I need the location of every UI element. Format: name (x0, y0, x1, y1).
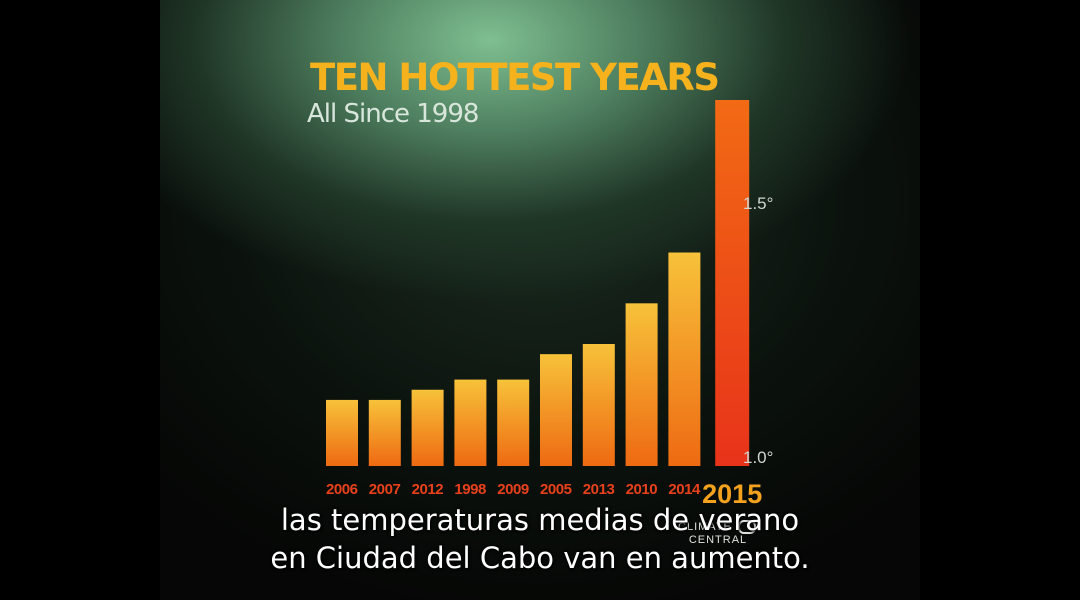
subtitle-line-2: en Ciudad del Cabo van en aumento. (270, 541, 810, 575)
bar-2015 (715, 100, 750, 466)
x-tick-2006: 2006 (326, 481, 358, 498)
bar-chart: 1.0° 1.5° 2006 2007 2012 1998 2009 2005 2013 201… (326, 100, 773, 509)
x-tick-2014: 2014 (668, 481, 701, 498)
y-axis-ticks: 1.0° 1.5° (743, 194, 773, 467)
logo-mark-icon (737, 520, 756, 534)
climate-central-logo: CLIMATE CENTRAL (658, 520, 778, 546)
x-tick-2012: 2012 (412, 481, 444, 498)
subtitle-line-1: las temperaturas medias de verano (280, 503, 800, 537)
logo-right-text: CENTRAL (688, 534, 748, 546)
x-tick-2013: 2013 (583, 481, 615, 498)
bar-2013 (582, 344, 615, 466)
chart-stage: TEN HOTTEST YEARS All Since 1998 1.0° 1.5… (160, 0, 920, 600)
bar-2012 (411, 389, 444, 466)
x-tick-2009: 2009 (497, 481, 529, 498)
x-tick-2010: 2010 (626, 481, 658, 498)
x-tick-1998: 1998 (454, 481, 486, 498)
bar-2007 (368, 399, 401, 466)
bar-2014 (668, 252, 701, 466)
bar-1998 (454, 379, 487, 466)
bar-2010 (625, 303, 658, 466)
bar-2006 (326, 399, 358, 466)
y-tick-label: 1.0° (743, 448, 773, 467)
logo-left-text: CLIMATE (678, 520, 732, 533)
x-tick-2007: 2007 (369, 481, 401, 498)
x-tick-2015: 2015 (702, 479, 762, 509)
video-subtitle: las temperaturas medias de verano en Ciu… (0, 501, 1080, 577)
bar-2009 (497, 379, 530, 466)
bar-2005 (540, 354, 572, 466)
chart-title: TEN HOTTEST YEARS (310, 56, 720, 99)
chart-subtitle: All Since 1998 (307, 99, 479, 129)
bar-group (326, 100, 750, 466)
y-tick-label: 1.5° (743, 194, 773, 213)
x-tick-2005: 2005 (540, 481, 572, 498)
x-axis-ticks: 2006 2007 2012 1998 2009 2005 2013 2010 2014 2015 (326, 479, 762, 509)
